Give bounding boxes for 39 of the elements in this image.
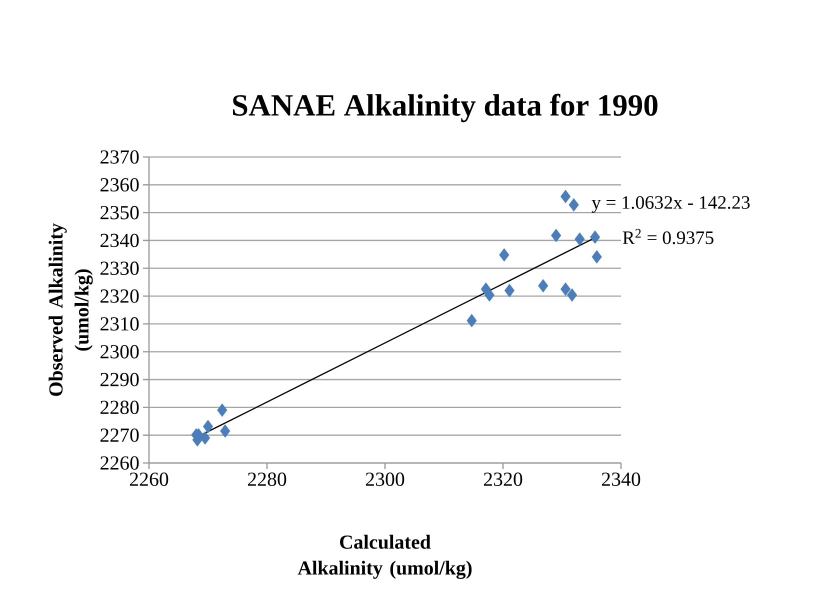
- y-tick-label: 2320: [100, 289, 139, 303]
- x-tick-label: 2300: [366, 472, 404, 486]
- point: [592, 250, 602, 264]
- point: [574, 232, 585, 246]
- point: [568, 198, 579, 212]
- annotation: y = 1.0632x - 142.23: [592, 196, 750, 213]
- y-axis-title: Observed Alkalinity (umol/kg): [48, 223, 93, 396]
- point: [220, 424, 230, 438]
- x-tick-label: 2340: [602, 472, 640, 486]
- point: [560, 282, 571, 296]
- y-tick-label: 2370: [100, 150, 139, 164]
- point: [499, 248, 510, 262]
- point: [504, 284, 515, 298]
- y-tick-label: 2340: [100, 234, 139, 248]
- chart-title: SANAE Alkalinity data for 1990: [233, 94, 658, 122]
- point: [538, 279, 548, 292]
- y-tick-label: 2350: [100, 206, 139, 220]
- point: [202, 420, 214, 434]
- text: R$^{2}$ = 0.9375: [622, 228, 714, 244]
- point: [200, 431, 210, 445]
- y-tick-label: 2330: [100, 262, 139, 275]
- point: [566, 288, 578, 302]
- x-tick-label: 2260: [130, 472, 168, 486]
- y-tick-label: 2360: [100, 178, 139, 192]
- y-tick-label: 2310: [100, 317, 139, 331]
- point: [551, 228, 562, 242]
- point: [217, 403, 228, 417]
- point: [590, 230, 600, 244]
- point: [560, 190, 571, 204]
- y-tick-label: 2260: [100, 456, 139, 470]
- point: [466, 314, 477, 328]
- point: [484, 288, 495, 302]
- y-tick-label: 2300: [100, 345, 139, 358]
- x-tick-label: 2320: [484, 472, 522, 486]
- x-tick-label: 2280: [248, 472, 286, 486]
- y-tick-label: 2290: [100, 372, 139, 386]
- y-tick-label: 2280: [100, 400, 139, 414]
- y-tick-label: 2270: [100, 428, 139, 442]
- x-axis-title: Calculated Alkalinity (umol/kg): [298, 534, 472, 579]
